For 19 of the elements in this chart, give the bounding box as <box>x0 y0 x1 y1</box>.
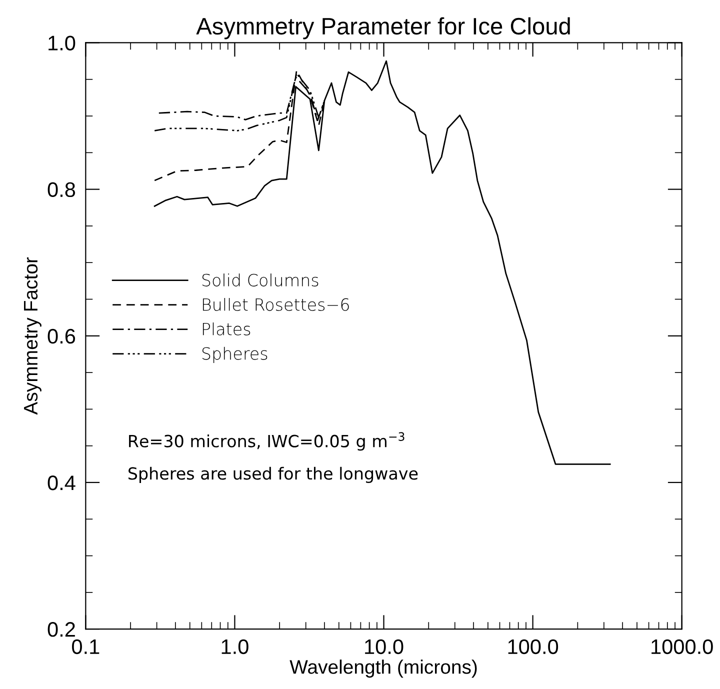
y-tick-label: 0.8 <box>48 182 76 198</box>
x-tick-label: 1000.0 <box>652 639 713 654</box>
x-axis-title: Wavelength (microns) <box>290 660 477 678</box>
y-tick-label: 0.4 <box>48 475 76 490</box>
x-tick-label: 100.0 <box>508 639 558 654</box>
legend-label: Solid Columns <box>202 274 318 286</box>
y-tick-label: 0.6 <box>48 328 76 344</box>
y-tick-label: 0.2 <box>48 622 75 637</box>
y-tick-label: 1.0 <box>48 36 76 50</box>
chart-title: Asymmetry Parameter for Ice Cloud <box>196 17 570 40</box>
x-tick-label: 1.0 <box>222 639 248 654</box>
x-tick-label: 10.0 <box>365 639 404 654</box>
legend-label: Plates <box>202 322 250 336</box>
legend-label: Bullet Rosettes−6 <box>202 298 349 311</box>
annotation: Spheres are used for the longwave <box>128 466 418 484</box>
y-axis-title: Asymmetry Factor <box>24 257 42 415</box>
legend-label: Spheres <box>202 346 268 364</box>
x-tick-label: 0.1 <box>72 639 100 654</box>
annotation: Re=30 microns, IWC=0.05 g m$^{−3}$ <box>129 432 404 451</box>
